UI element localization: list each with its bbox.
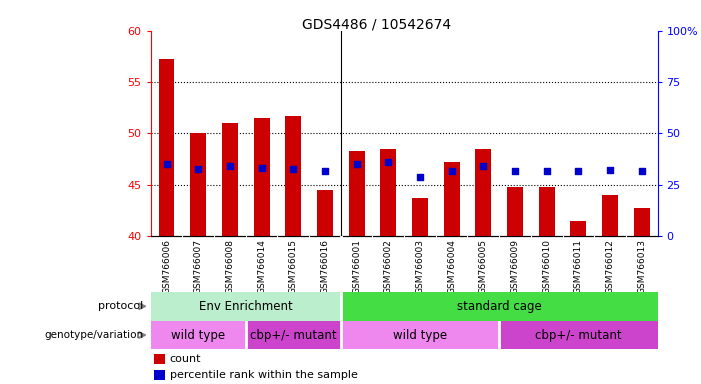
Text: cbp+/- mutant: cbp+/- mutant [250,329,336,341]
Bar [412,198,428,236]
Text: cbp+/- mutant: cbp+/- mutant [535,329,622,341]
Point [636,168,647,174]
Point [224,163,236,169]
Text: GSM766011: GSM766011 [574,239,583,294]
Text: GSM766009: GSM766009 [510,239,519,294]
Bar [151,321,246,349]
Point [256,165,267,171]
Text: protocol: protocol [98,301,144,311]
Text: GSM766003: GSM766003 [416,239,425,294]
Text: GSM766015: GSM766015 [289,239,298,294]
Bar [285,116,301,236]
Point [351,161,362,167]
Point [383,159,394,165]
Text: GSM766012: GSM766012 [606,239,615,294]
Bar [222,123,238,236]
Bar [348,151,365,236]
Point [193,166,204,172]
Text: standard cage: standard cage [457,300,542,313]
Text: wild type: wild type [171,329,225,341]
Bar [246,321,341,349]
Text: GSM766014: GSM766014 [257,239,266,294]
Text: GSM766005: GSM766005 [479,239,488,294]
Text: GSM766002: GSM766002 [383,239,393,294]
Bar [254,118,269,236]
Bar [158,60,175,236]
Bar [341,321,499,349]
Text: Env Enrichment: Env Enrichment [199,300,292,313]
Bar [602,195,618,236]
Bar [571,221,586,236]
Point [414,174,426,180]
Text: percentile rank within the sample: percentile rank within the sample [170,370,358,380]
Text: GSM766007: GSM766007 [193,239,203,294]
Bar [475,149,491,236]
Point [510,168,521,174]
Bar [634,209,650,236]
Bar [499,321,658,349]
Bar [190,133,206,236]
Bar [341,292,658,321]
Text: GSM766006: GSM766006 [162,239,171,294]
Text: GSM766001: GSM766001 [352,239,361,294]
Text: GSM766016: GSM766016 [320,239,329,294]
Point [541,168,552,174]
Point [161,161,172,167]
Text: GSM766008: GSM766008 [226,239,234,294]
Bar [381,149,396,236]
Bar [154,370,165,380]
Text: genotype/variation: genotype/variation [45,330,144,340]
Bar [154,354,165,364]
Point [477,163,489,169]
Text: GSM766004: GSM766004 [447,239,456,294]
Text: wild type: wild type [393,329,447,341]
Point [604,167,615,174]
Text: GDS4486 / 10542674: GDS4486 / 10542674 [301,17,451,31]
Bar [507,187,523,236]
Bar [317,190,333,236]
Text: GSM766010: GSM766010 [542,239,551,294]
Point [446,168,457,174]
Text: GSM766013: GSM766013 [637,239,646,294]
Point [573,168,584,174]
Bar [151,292,341,321]
Bar [444,162,460,236]
Text: count: count [170,354,201,364]
Bar [539,187,554,236]
Point [320,168,331,174]
Point [287,166,299,172]
